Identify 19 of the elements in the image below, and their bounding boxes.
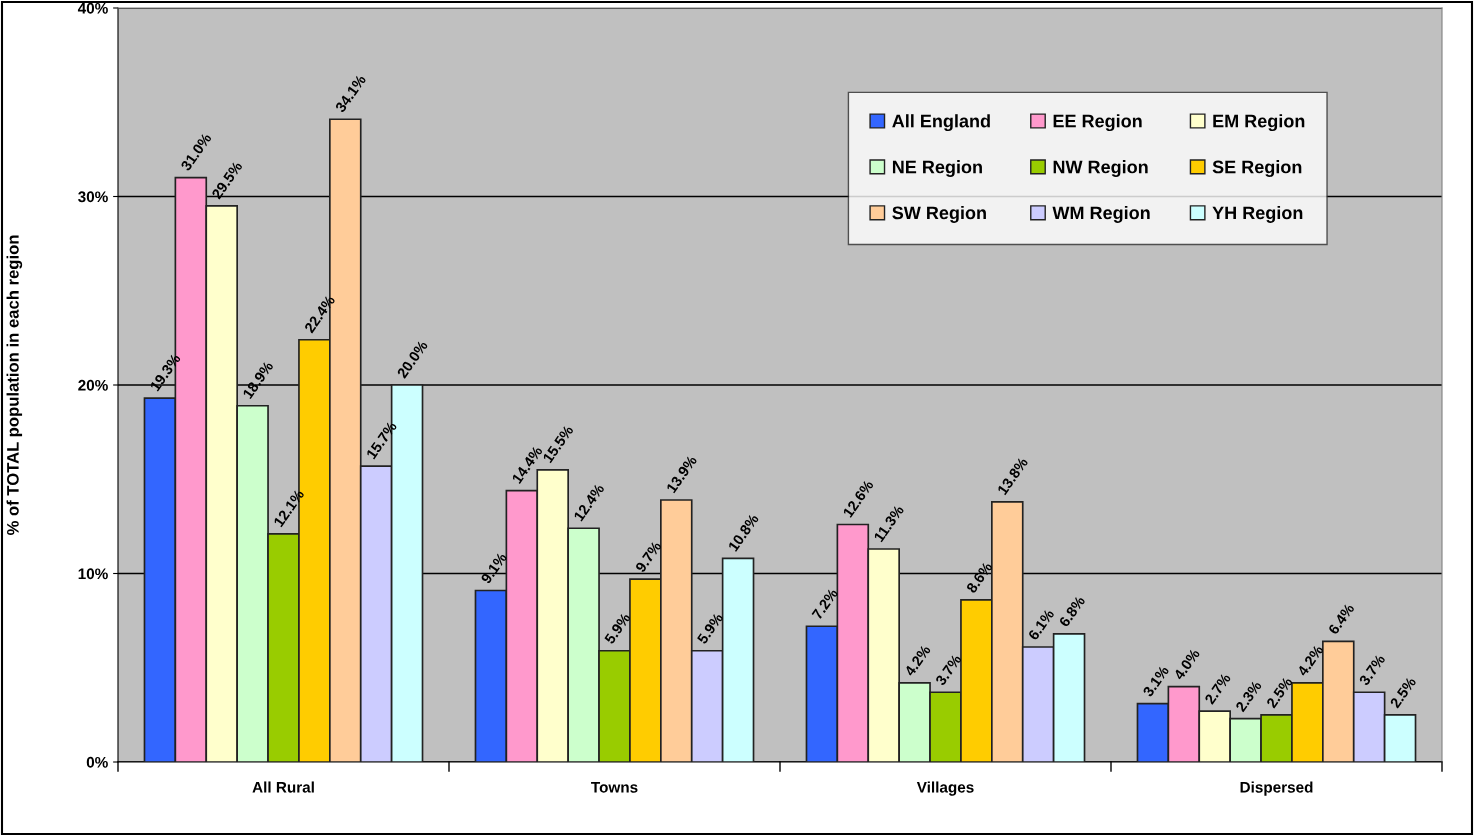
legend-label: NW Region [1053,160,1148,177]
x-tick-label: Villages [916,781,974,796]
x-tick-label: Towns [591,782,638,793]
y-tick-label: 40% [77,2,108,14]
y-tick-label: 0% [86,756,108,768]
legend-label: SE Region [1212,160,1302,177]
y-tick-label: 10% [78,568,108,580]
y-tick-label: 30% [78,191,108,203]
legend-label: WM Region [1052,205,1150,223]
legend-label: YH Region [1212,205,1303,223]
legend-label: EE Region [1053,114,1142,132]
legend-label: NE Region [892,160,982,177]
y-tick-label: 20% [78,379,108,391]
legend-label: EM Region [1213,114,1305,132]
y-axis-title: % of TOTAL population in each region [6,235,23,536]
legend-label: All England [892,114,990,132]
x-tick-label: Dispersed [1240,781,1313,796]
x-tick-label: All Rural [252,781,314,793]
legend-label: SW Region [892,205,986,223]
